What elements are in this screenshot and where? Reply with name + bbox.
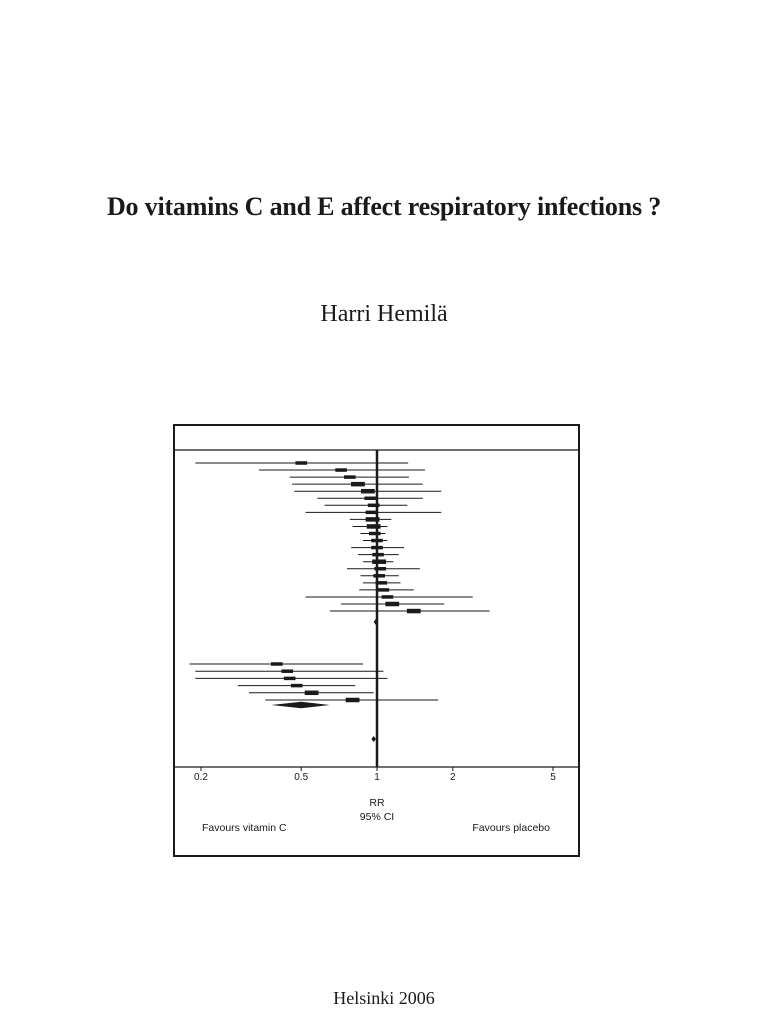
study-b-6 — [265, 697, 439, 703]
document-title: Do vitamins C and E affect respiratory i… — [106, 192, 662, 221]
study-a-7 — [324, 503, 408, 508]
study-a-9-point — [365, 517, 380, 522]
x-tick-label-0.5: 0.5 — [294, 772, 308, 783]
study-a-18 — [363, 581, 401, 585]
x-tick-label-0.2: 0.2 — [194, 772, 208, 783]
pooled-estimate-group-2 — [271, 701, 330, 709]
plot-frame — [173, 424, 580, 857]
study-b-4 — [237, 683, 356, 688]
favours-vitamin-c-label: Favours vitamin C — [202, 822, 287, 834]
study-a-15-point — [372, 559, 387, 564]
study-a-11-point — [368, 531, 381, 536]
x-ticks: 0.2 0.5 1 2 5 — [194, 767, 556, 783]
study-a-21 — [341, 601, 445, 607]
study-b-5 — [248, 690, 374, 696]
study-b-3-point — [283, 676, 296, 681]
study-a-10 — [352, 524, 388, 529]
study-a-7-point — [367, 503, 380, 508]
study-b-3 — [195, 676, 388, 681]
study-b-2 — [195, 669, 384, 673]
study-b-5-point — [304, 690, 319, 696]
study-a-21-point — [385, 601, 400, 607]
study-a-17 — [360, 574, 399, 578]
study-b-2-point — [281, 669, 294, 673]
study-a-19 — [359, 588, 414, 592]
study-a-10-point — [366, 524, 381, 529]
x-tick-label-1: 1 — [374, 772, 380, 783]
study-a-2-point — [335, 468, 347, 472]
place-year: Helsinki 2006 — [333, 988, 435, 1008]
studies-layer — [189, 461, 490, 742]
study-a-8-point — [365, 510, 378, 515]
study-b-1-point — [270, 662, 283, 666]
study-a-20-point — [381, 595, 394, 599]
study-a-3-point — [344, 475, 356, 479]
study-a-3 — [289, 475, 410, 479]
study-a-5 — [294, 488, 442, 494]
study-a-9 — [349, 517, 392, 522]
study-a-6 — [317, 496, 423, 500]
study-b-4-point — [290, 683, 303, 688]
x-tick-label-5: 5 — [550, 772, 556, 783]
study-a-19-point — [377, 588, 390, 592]
author-name: Harri Hemilä — [320, 301, 448, 327]
study-a-16-point — [374, 567, 387, 571]
study-a-2 — [259, 468, 425, 472]
study-b-6-point — [345, 697, 360, 703]
study-a-5-point — [360, 488, 375, 494]
study-a-12 — [363, 538, 388, 543]
study-a-1-point — [295, 461, 308, 465]
x-axis-label-rr: RR — [369, 797, 385, 809]
study-a-22 — [329, 608, 490, 614]
study-a-14 — [357, 552, 399, 557]
study-a-6-point — [364, 496, 377, 500]
study-a-18-point — [375, 581, 388, 585]
study-a-4-point — [351, 481, 365, 487]
x-tick-label-2: 2 — [450, 772, 456, 783]
study-a-17-point — [373, 574, 385, 578]
study-a-20 — [305, 595, 473, 599]
forest-plot: 0.2 0.5 1 2 5 RR 95% CI Favours vitamin C Fa… — [173, 424, 580, 857]
study-b-1 — [189, 662, 364, 666]
x-axis-label-ci: 95% CI — [360, 811, 394, 823]
study-a-1 — [195, 461, 409, 465]
study-a-8 — [305, 510, 442, 515]
study-a-16 — [346, 567, 420, 571]
study-a-11 — [360, 531, 386, 536]
pooled-estimate-overall — [371, 736, 376, 742]
study-a-22-point — [406, 608, 421, 614]
study-a-4 — [292, 481, 423, 487]
favours-placebo-label: Favours placebo — [472, 822, 550, 834]
